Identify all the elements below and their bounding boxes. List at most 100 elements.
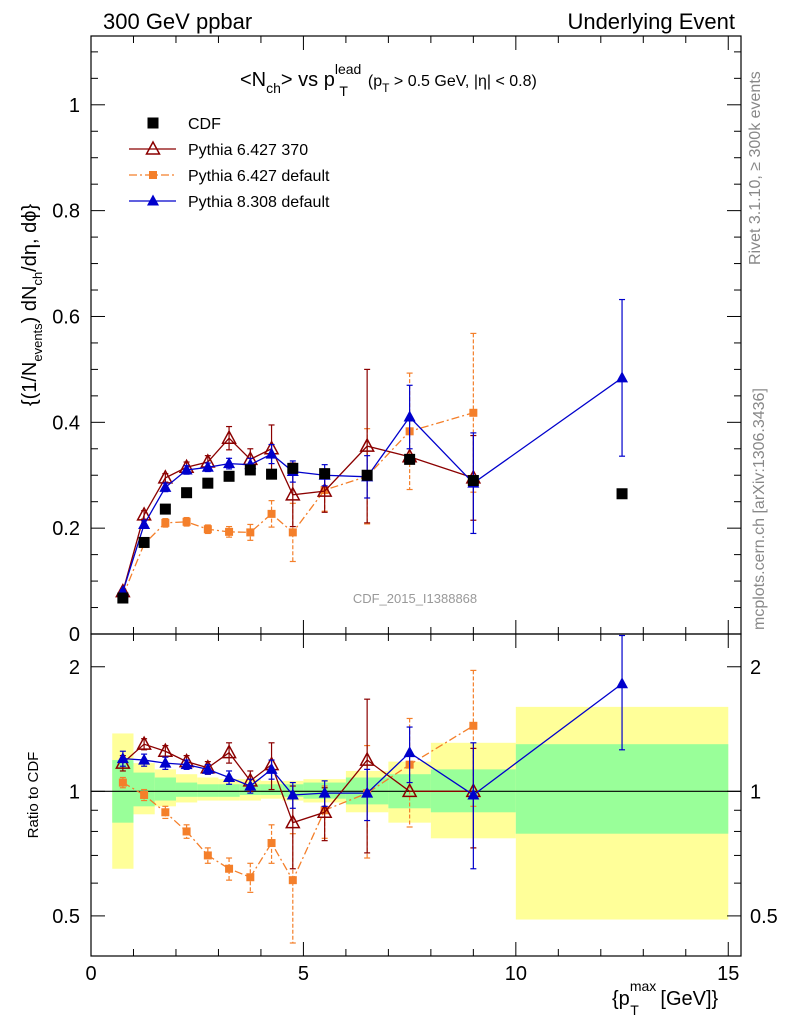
legend-label: Pythia 6.427 default — [188, 168, 330, 185]
ratio-y-tick-label: 1 — [69, 781, 80, 803]
main-y-label-p3: /dη, dϕ} — [19, 204, 41, 272]
x-tick-label: 15 — [717, 963, 739, 985]
data-point — [225, 527, 234, 536]
data-point — [616, 371, 629, 383]
data-point — [201, 762, 214, 774]
data-point — [246, 528, 255, 537]
main-y-label-p1-sub: events — [30, 323, 45, 362]
title-cut-rest: > 0.5 GeV, |η| < 0.8) — [389, 73, 536, 90]
data-point — [203, 851, 212, 860]
data-point — [265, 447, 278, 459]
data-point — [316, 482, 333, 497]
data-point — [159, 503, 171, 515]
y-tick-label: 0.4 — [52, 412, 80, 434]
data-point — [201, 460, 214, 472]
ratio-bands — [112, 706, 729, 920]
legend-label: Pythia 8.308 default — [188, 194, 330, 211]
data-point — [161, 808, 170, 817]
data-point — [180, 758, 193, 770]
data-point — [180, 463, 193, 475]
legend-label: CDF — [188, 116, 221, 133]
data-point — [161, 518, 170, 527]
data-point — [145, 140, 161, 155]
data-point — [316, 803, 333, 819]
data-point — [159, 756, 172, 768]
band-green — [175, 782, 198, 797]
analysis-watermark: CDF_2015_I1388868 — [353, 591, 477, 606]
x-axis-label: {pmax T [GeV]} — [612, 978, 719, 1018]
y-tick-label: 0 — [69, 624, 80, 646]
data-point — [136, 735, 152, 750]
data-point — [469, 408, 478, 417]
data-point — [361, 469, 373, 481]
ratio-series-layer — [115, 634, 629, 944]
axes: 0 5 10 15 0 0.2 0.4 0.6 0.8 1 0.5 0.5 1 1 2 2 — [52, 35, 778, 985]
data-point — [403, 746, 416, 758]
rivet-label: Rivet 3.1.10, ≥ 300k events — [747, 71, 764, 265]
data-point — [467, 475, 479, 487]
data-point — [616, 677, 629, 689]
band-green — [218, 784, 240, 797]
data-point — [182, 517, 191, 526]
data-point — [117, 592, 129, 604]
data-point — [404, 453, 416, 465]
data-point — [267, 509, 276, 518]
x-label-sup: max — [630, 978, 656, 994]
title-mid: > vs p — [281, 69, 335, 91]
band-green — [515, 744, 729, 834]
data-point — [223, 457, 236, 469]
data-point — [138, 536, 150, 548]
data-point — [361, 786, 374, 798]
mcplots-label: mcplots.cern.ch [arXiv:1306.3436] — [751, 388, 768, 630]
data-point — [469, 721, 478, 730]
main-y-label: {(1/Nevents) dNch/dη, dϕ} — [19, 204, 45, 407]
data-point — [265, 762, 278, 774]
data-point — [286, 788, 299, 800]
x-tick-label: 10 — [505, 963, 527, 985]
data-point — [147, 194, 159, 206]
band-green — [197, 784, 219, 797]
data-point — [147, 117, 159, 129]
header-right: Underlying Event — [567, 9, 735, 34]
data-point — [225, 864, 234, 873]
x-label-rest: [GeV]} — [655, 988, 719, 1010]
series-cdf — [117, 453, 628, 604]
x-label-sub: T — [630, 1002, 639, 1018]
data-point — [285, 814, 301, 829]
data-point — [159, 480, 172, 492]
data-point — [223, 771, 236, 783]
data-point — [401, 782, 418, 798]
ratio-y-tick-label: 0.5 — [52, 906, 80, 928]
data-point — [157, 742, 174, 757]
ratio-y-tick-label: 2 — [69, 657, 80, 679]
ratio-y-tick-label-right: 2 — [750, 657, 761, 679]
x-tick-label: 0 — [85, 963, 96, 985]
ratio-y-tick-label-right: 0.5 — [750, 906, 778, 928]
ratio-y-label: Ratio to CDF — [25, 752, 42, 839]
main-y-label-p2-sub: ch — [30, 272, 45, 286]
data-point — [616, 488, 628, 500]
data-point — [266, 468, 278, 480]
plot-title: <Nch> vs plead T(pT > 0.5 GeV, |η| < 0.8) — [240, 61, 537, 99]
data-point — [116, 752, 129, 764]
data-point — [288, 876, 297, 885]
title-cut-open: (p — [368, 73, 382, 90]
main-y-label-p1: {(1/N — [19, 362, 41, 406]
data-point — [267, 839, 276, 848]
title-sub: T — [339, 83, 348, 99]
series-line — [122, 437, 474, 592]
series-line — [122, 412, 474, 597]
data-point — [223, 470, 235, 482]
data-point — [319, 468, 331, 480]
data-point — [182, 827, 191, 836]
title-main: <N — [240, 69, 266, 91]
data-point — [140, 790, 149, 799]
data-point — [203, 525, 212, 534]
y-tick-label: 0.6 — [52, 306, 80, 328]
main-y-label-p2: ) dN — [19, 286, 41, 324]
data-point — [202, 477, 214, 489]
data-point — [246, 873, 255, 882]
ratio-frame — [90, 633, 742, 957]
y-tick-label: 0.8 — [52, 201, 80, 223]
